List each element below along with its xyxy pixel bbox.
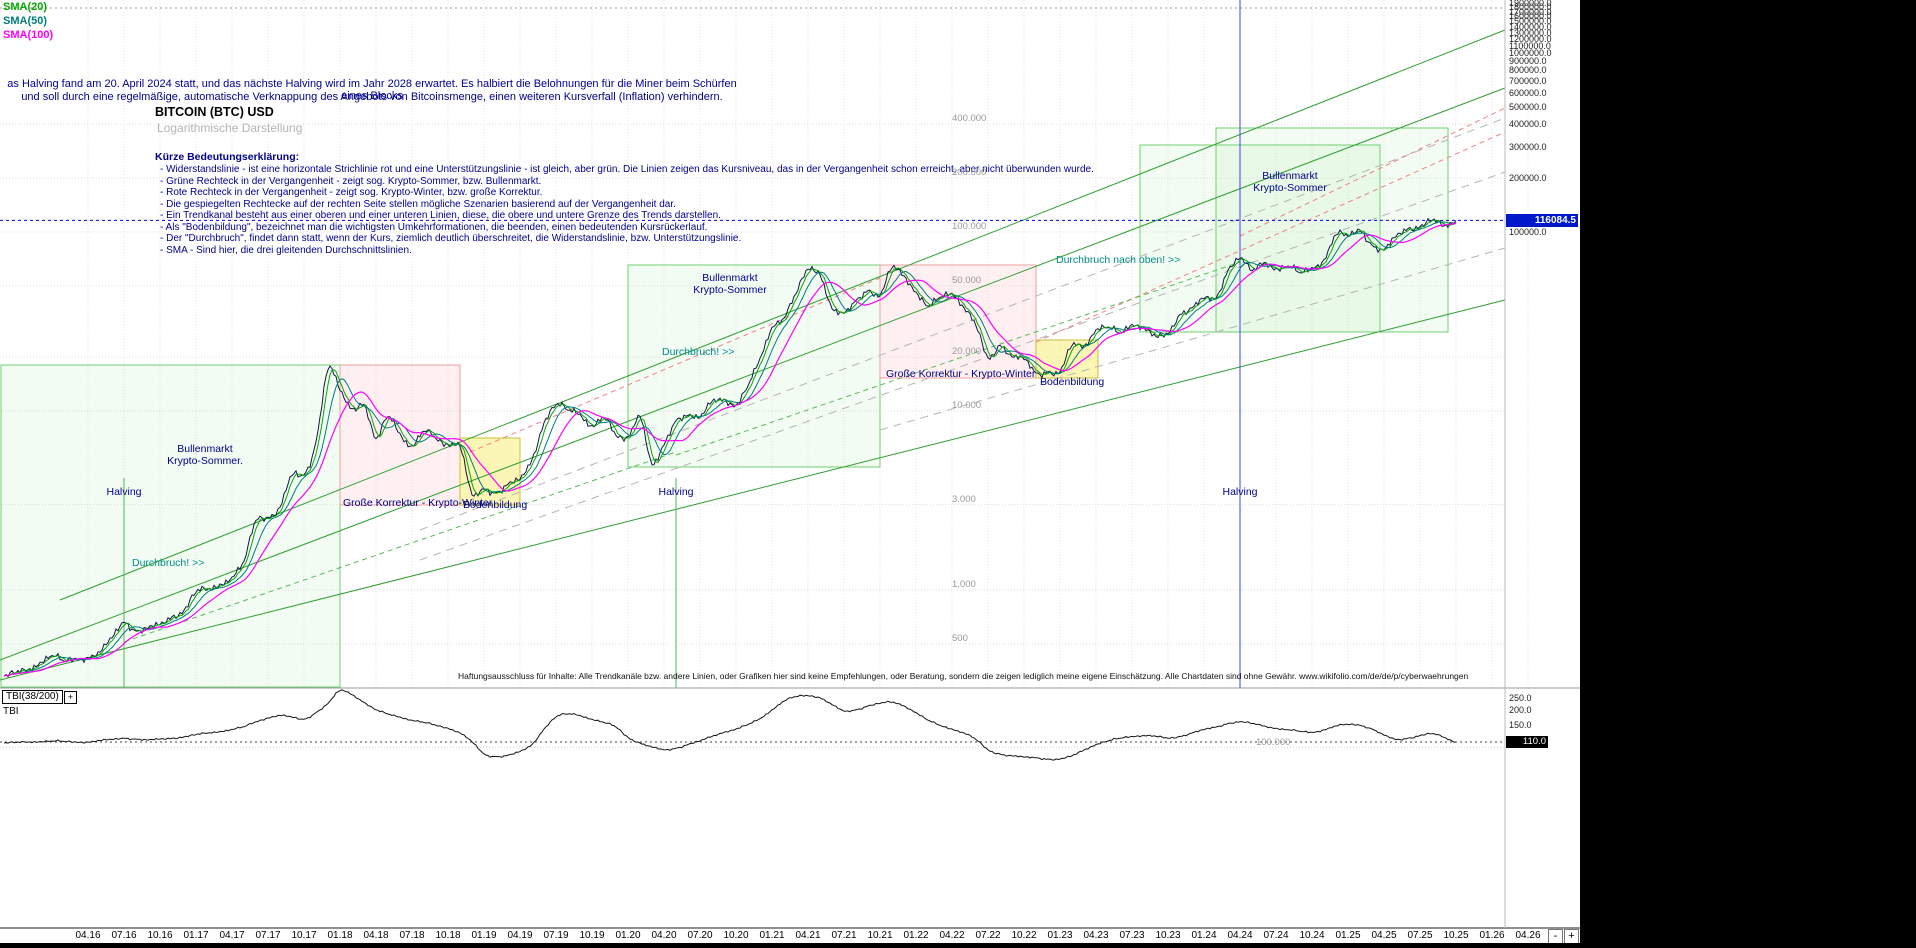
trend-line	[0, 299, 1506, 681]
sma50-line	[3, 221, 1457, 677]
chart-window: SMA(20) SMA(50) SMA(100) as Halving fand…	[0, 0, 1580, 943]
trend-line	[675, 261, 1241, 456]
trend-line	[469, 277, 881, 453]
tbi-line	[3, 689, 1457, 761]
trend-line	[123, 451, 677, 643]
bear-phase-rect	[339, 364, 461, 506]
bear-phase-rect	[879, 264, 1037, 379]
trend-line	[59, 29, 1506, 601]
trend-line	[419, 117, 1506, 531]
trend-line	[1239, 107, 1506, 237]
trend-line	[1035, 131, 1506, 343]
price-chart-canvas[interactable]	[0, 0, 1580, 943]
trend-line	[419, 171, 1506, 561]
sma20-line	[3, 219, 1457, 677]
bull-phase-rect	[0, 364, 341, 688]
bull-phase-rect	[1215, 127, 1449, 333]
bull-phase-rect	[627, 264, 881, 468]
sma100-line	[3, 222, 1457, 677]
trend-line	[879, 247, 1506, 431]
